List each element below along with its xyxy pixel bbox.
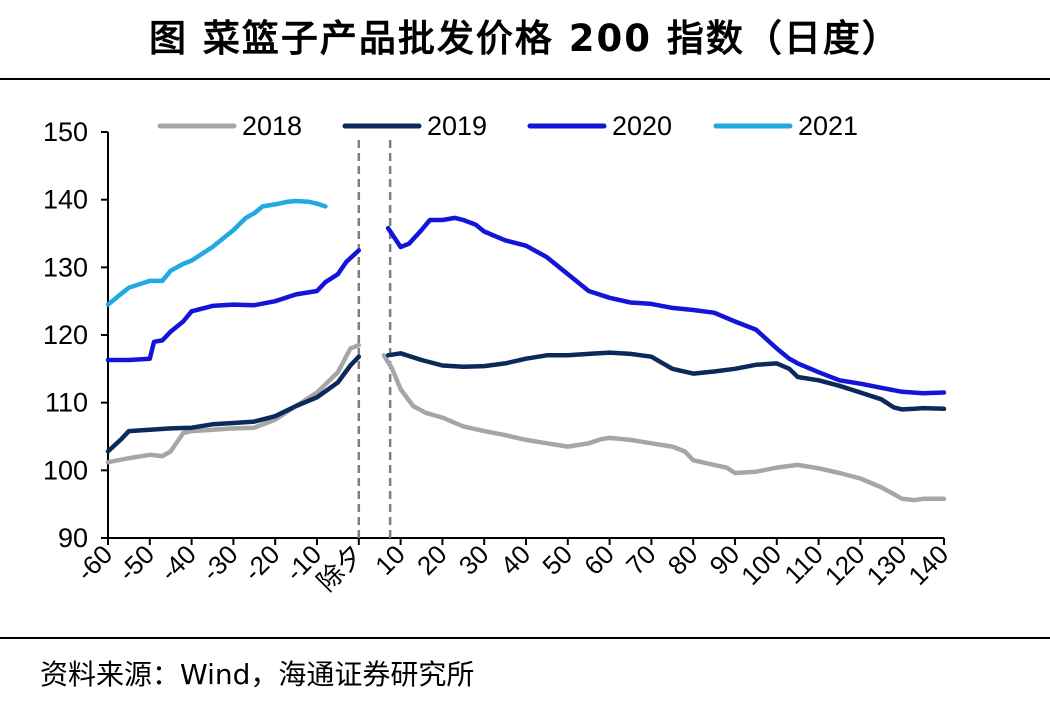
x-tick-label: 20 (411, 539, 453, 581)
legend-label-2019: 2019 (427, 111, 487, 141)
line-chart: 90100110120130140150-60-50-40-30-20-10除夕… (43, 111, 954, 597)
x-tick-label: 110 (778, 539, 829, 590)
series-line-2018 (105, 342, 947, 503)
y-tick-label: 120 (43, 320, 88, 350)
x-tick-label: 30 (453, 539, 495, 581)
x-tick-label: 140 (902, 539, 954, 591)
x-tick-label: 80 (662, 539, 704, 581)
title-divider (0, 78, 1050, 80)
x-tick-label: 120 (819, 539, 871, 591)
axes: 90100110120130140150-60-50-40-30-20-10除夕… (43, 117, 954, 597)
y-tick-label: 90 (58, 523, 88, 553)
x-tick-label: 除夕 (311, 539, 369, 597)
y-tick-label: 140 (43, 185, 88, 215)
chart-title: 图 菜篮子产品批发价格 200 指数（日度） (149, 17, 901, 60)
x-tick-label: -30 (196, 539, 244, 587)
x-tick-label: -40 (154, 539, 202, 587)
x-tick-label: 40 (495, 539, 537, 581)
x-tick-label: -50 (112, 539, 160, 587)
y-tick-label: 100 (43, 455, 88, 485)
series-line-2021 (105, 198, 328, 307)
legend-label-2018: 2018 (242, 111, 302, 141)
x-tick-label: 50 (536, 539, 578, 581)
x-tick-label: 60 (578, 539, 620, 581)
y-tick-label: 130 (43, 252, 88, 282)
x-tick-label: 130 (861, 539, 913, 591)
y-tick-label: 150 (43, 117, 88, 147)
series-lines (105, 198, 947, 503)
series-line-2019 (105, 350, 947, 454)
x-tick-label: -20 (238, 539, 286, 587)
source-note: 资料来源：Wind，海通证券研究所 (40, 658, 475, 691)
legend-label-2020: 2020 (612, 111, 672, 141)
x-tick-label: 70 (620, 539, 662, 581)
footer-divider (0, 637, 1050, 639)
y-tick-label: 110 (45, 388, 88, 418)
x-tick-label: 100 (735, 539, 787, 591)
reference-lines (357, 140, 392, 538)
legend: 2018 2019 2020 2021 (157, 111, 858, 141)
legend-label-2021: 2021 (798, 111, 858, 141)
series-line-2020 (105, 215, 947, 396)
x-tick-label: 10 (369, 539, 411, 581)
